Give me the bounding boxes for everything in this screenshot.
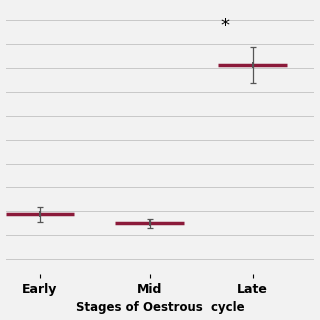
Text: *: *	[221, 17, 230, 36]
X-axis label: Stages of Oestrous  cycle: Stages of Oestrous cycle	[76, 301, 244, 315]
